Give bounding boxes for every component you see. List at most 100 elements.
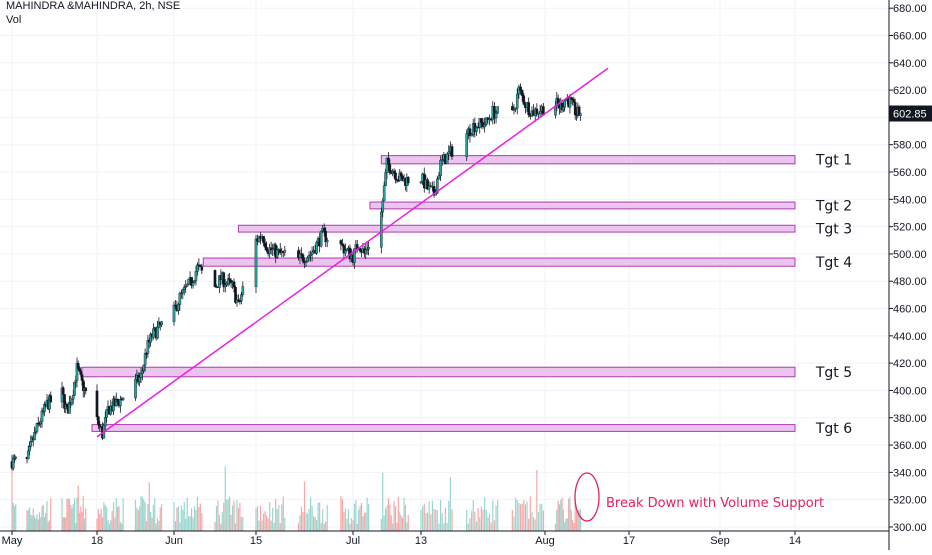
volume-bar <box>196 496 199 531</box>
volume-bar <box>439 499 442 531</box>
volume-bar <box>356 523 358 531</box>
volume-bar <box>33 516 36 531</box>
volume-bar <box>387 498 390 531</box>
candle-body <box>387 157 390 165</box>
y-tick-label: 520.00 <box>893 222 927 234</box>
candle-body <box>97 416 100 425</box>
x-tick-label: 14 <box>789 535 801 547</box>
volume-bar <box>193 506 196 531</box>
annotation-circle <box>574 472 600 522</box>
volume-bar <box>367 504 370 531</box>
volume-bar <box>229 496 231 531</box>
candle-body <box>39 421 43 425</box>
annotation-text: Break Down with Volume Support <box>606 496 824 511</box>
y-tick-label: 300.00 <box>893 522 927 534</box>
candle-body <box>225 282 229 286</box>
volume-bar <box>182 509 184 531</box>
volume-bar <box>531 512 533 531</box>
y-tick-label: 640.00 <box>893 58 927 70</box>
candle-body <box>156 326 159 339</box>
volume-bar <box>426 512 429 531</box>
volume-bar <box>355 500 357 531</box>
volume-bar <box>174 521 177 531</box>
volume-bar <box>532 517 535 531</box>
volume-bar <box>154 498 156 531</box>
volume-bar <box>161 503 163 531</box>
candle-body <box>344 250 347 254</box>
volume-bar <box>47 521 49 531</box>
candle-body <box>358 247 362 252</box>
volume-bar <box>441 513 443 531</box>
candle-body <box>339 240 343 245</box>
volume-bar <box>401 517 404 531</box>
volume-bar <box>497 499 499 531</box>
volume-bar <box>50 498 52 531</box>
candle-body <box>537 112 540 115</box>
volume-bar <box>303 481 306 531</box>
candle-body <box>33 432 36 441</box>
volume-bar <box>511 509 513 531</box>
volume-legend[interactable]: Vol <box>6 14 22 26</box>
volume-bar <box>111 511 113 531</box>
volume-bar <box>121 523 123 531</box>
volume-bar <box>323 523 325 531</box>
volume-bar <box>201 513 203 531</box>
candle-body <box>65 404 69 408</box>
candle-body <box>579 113 582 116</box>
volume-bar <box>400 515 402 531</box>
volume-bar <box>485 509 487 531</box>
candle-body <box>187 278 190 285</box>
volume-bar <box>524 504 527 531</box>
volume-bar <box>75 522 77 531</box>
candle-body <box>142 364 146 372</box>
volume-bar <box>422 506 424 531</box>
volume-bar <box>300 506 303 531</box>
volume-bar <box>185 518 187 531</box>
volume-bar <box>32 508 34 531</box>
candle-body <box>522 95 526 105</box>
candle-body <box>84 387 88 392</box>
x-tick-label: May <box>2 535 23 547</box>
volume-bar <box>438 523 440 531</box>
symbol-legend[interactable]: MAHINDRA &MAHINDRA, 2h, NSE <box>6 0 181 12</box>
target-label-2: Tgt 2 <box>815 198 852 214</box>
target-zone-6 <box>91 424 796 432</box>
volume-bar <box>537 512 540 531</box>
volume-bar <box>360 502 363 531</box>
y-tick-label: 620.00 <box>893 85 927 97</box>
candle-body <box>436 178 439 194</box>
candle-body <box>141 370 144 374</box>
target-label-1: Tgt 1 <box>815 153 852 169</box>
volume-bar <box>403 497 405 531</box>
candle-body <box>512 109 516 111</box>
candle-body <box>465 133 468 157</box>
volume-bar <box>180 505 182 531</box>
volume-bar <box>309 497 312 531</box>
volume-bar <box>110 520 112 531</box>
volume-bar <box>577 510 579 531</box>
candle-body <box>79 370 83 375</box>
volume-bar <box>177 506 179 531</box>
volume-bar <box>150 511 152 531</box>
candle-body <box>11 458 15 469</box>
candle-body <box>381 200 385 213</box>
volume-bar <box>269 502 271 531</box>
volume-bar <box>122 498 124 531</box>
candle-body <box>306 257 309 262</box>
y-tick-label: 500.00 <box>893 249 927 261</box>
volume-bar <box>272 507 274 531</box>
volume-bar <box>273 522 275 531</box>
volume-bar <box>141 496 143 531</box>
volume-bar <box>78 512 81 531</box>
volume-bar <box>495 505 497 531</box>
volume-bar <box>316 520 318 531</box>
volume-bar <box>562 509 564 531</box>
candle-body <box>73 382 76 396</box>
y-tick-label: 360.00 <box>893 440 927 452</box>
volume-bar <box>159 507 161 531</box>
volume-bar <box>482 509 484 531</box>
volume-bar <box>72 504 74 531</box>
volume-bar <box>448 501 450 531</box>
